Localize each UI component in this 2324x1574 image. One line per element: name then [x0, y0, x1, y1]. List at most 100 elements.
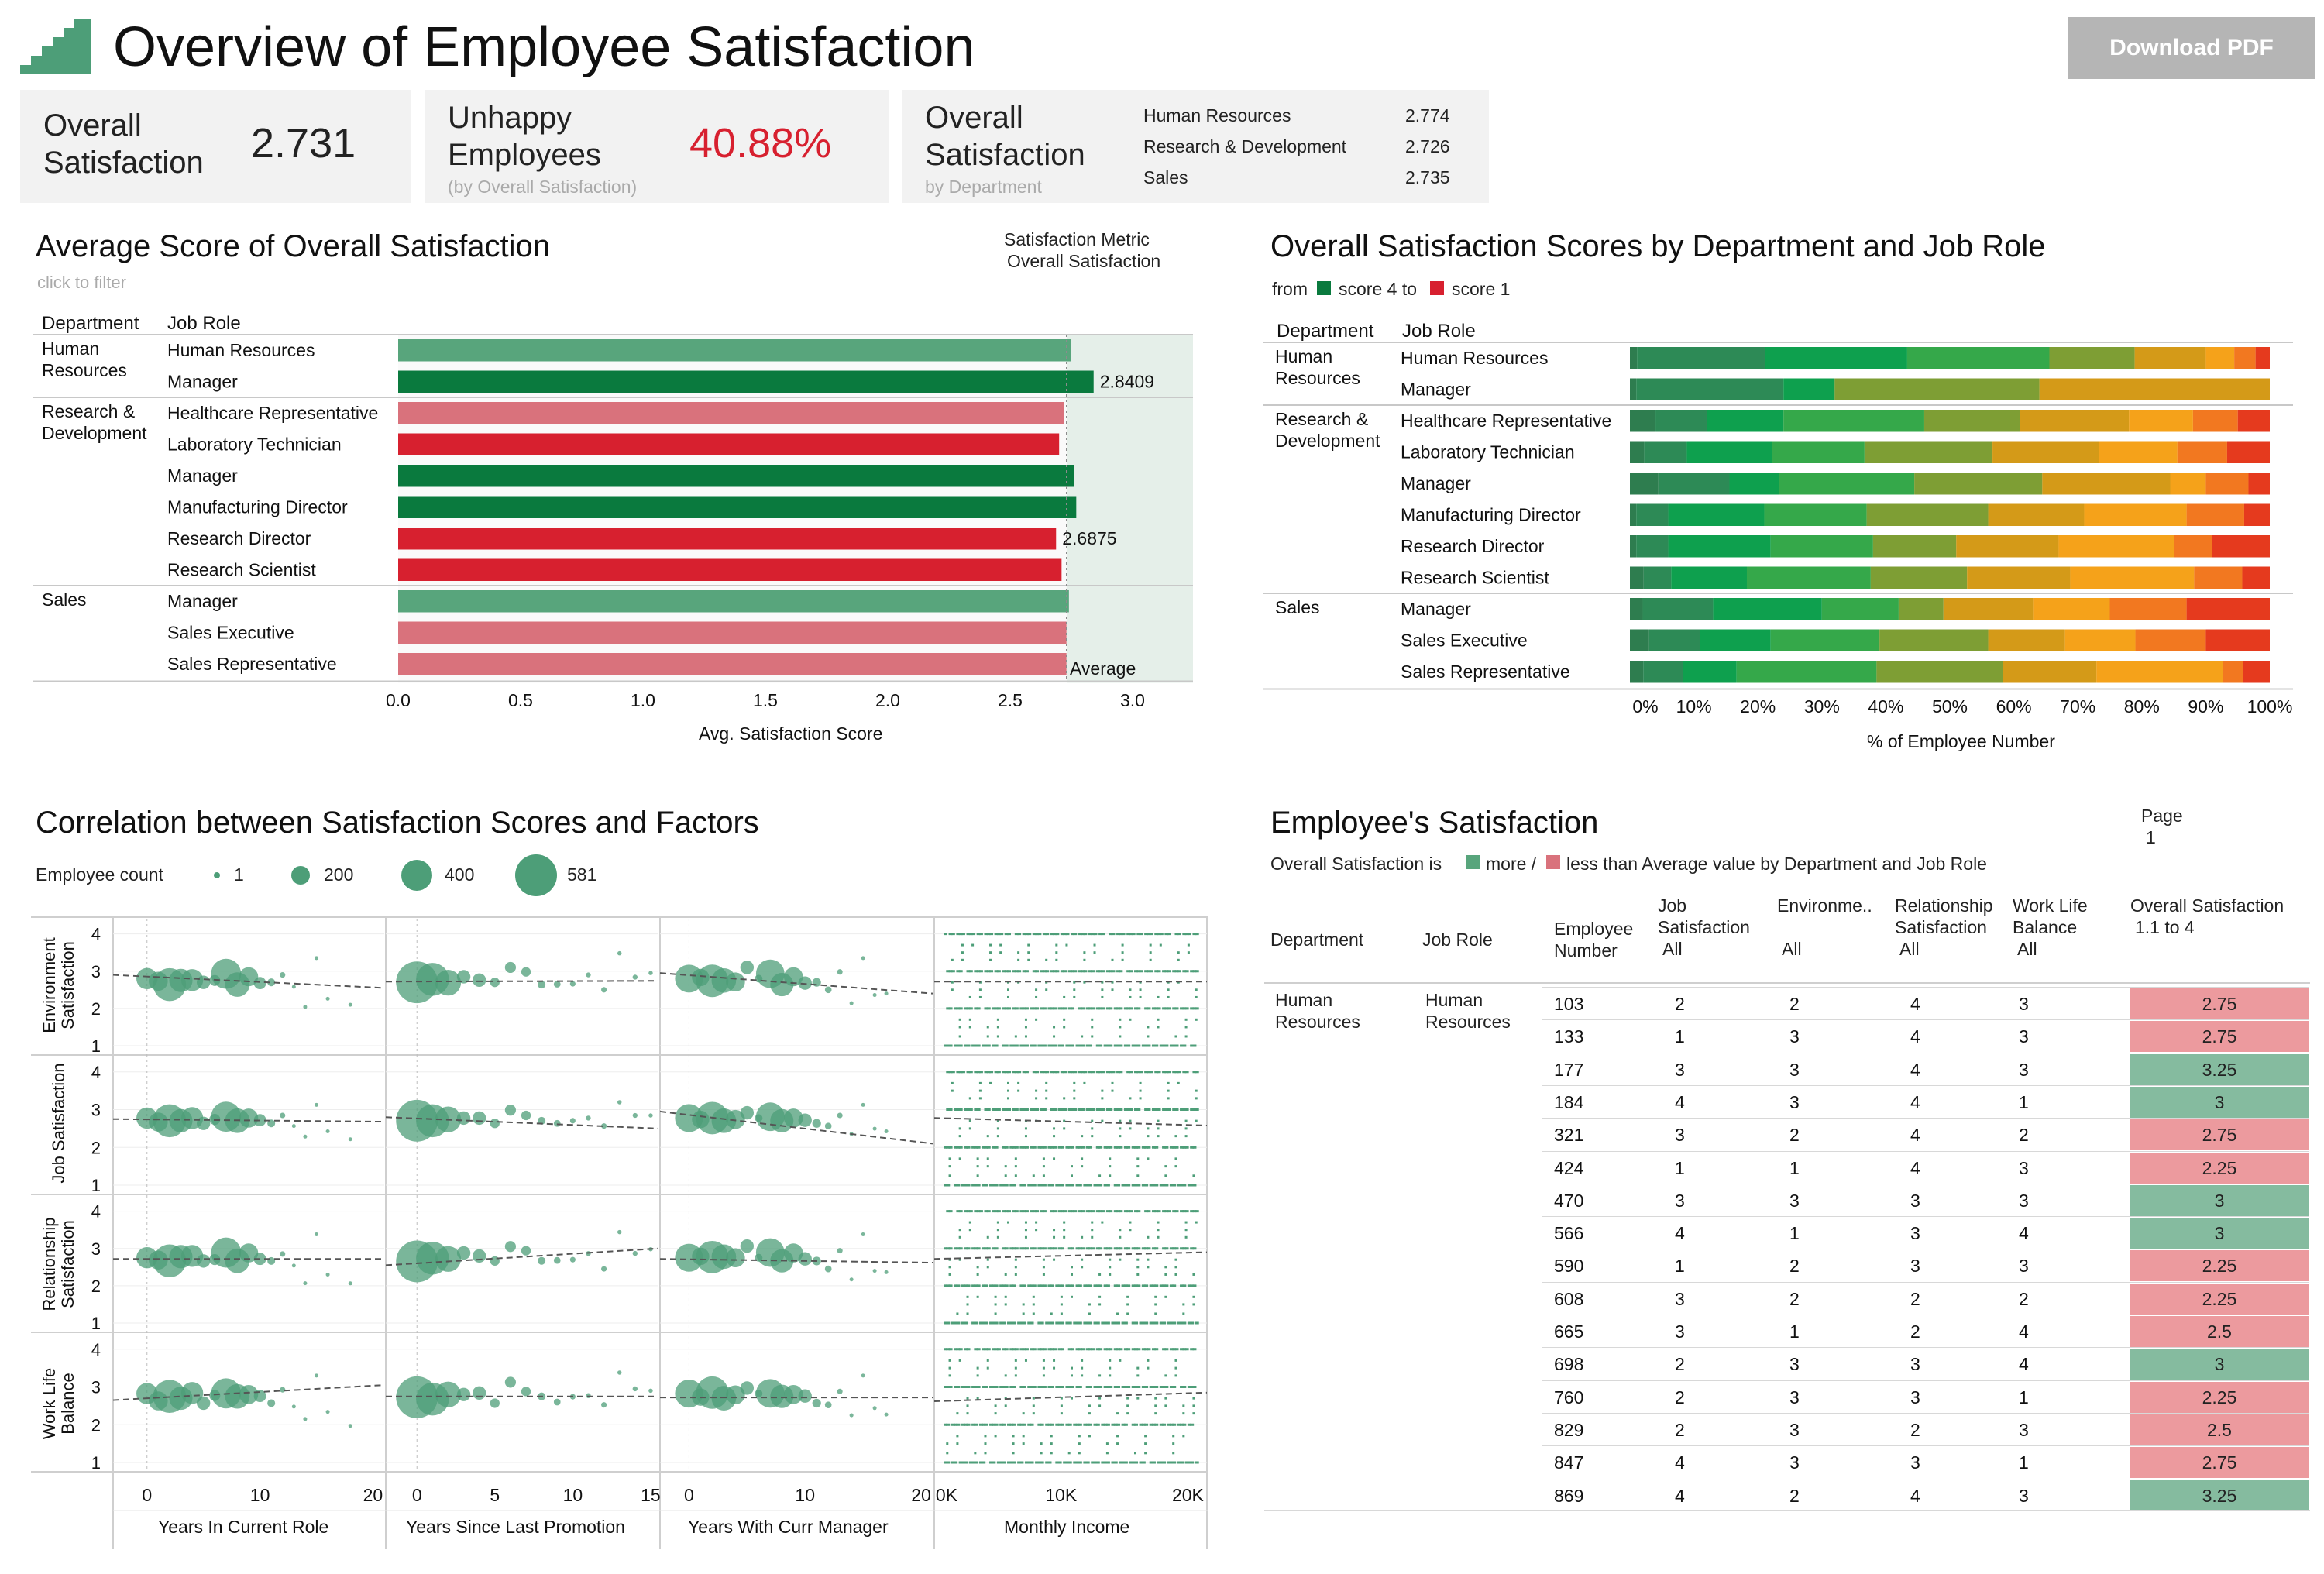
income-point	[1091, 933, 1095, 936]
table-row[interactable]: 665 3 1 2 4 2.5	[1542, 1315, 2309, 1347]
income-point	[1024, 1461, 1029, 1464]
table-col-job-sat[interactable]: Job	[1658, 895, 1687, 916]
income-point	[1098, 1303, 1102, 1306]
income-point	[1095, 1284, 1100, 1287]
table-col-wlb[interactable]: Work Life	[2013, 895, 2088, 916]
income-point	[1157, 1119, 1160, 1122]
income-point	[1050, 1284, 1054, 1287]
table-row[interactable]: 133 1 3 4 3 2.75	[1542, 1019, 2309, 1053]
table-row[interactable]: 869 4 2 4 3 3.25	[1542, 1478, 2309, 1511]
income-point	[986, 1135, 989, 1138]
income-point	[978, 1089, 982, 1092]
income-point	[1060, 1007, 1064, 1010]
table-row[interactable]: 321 3 2 4 2 2.75	[1542, 1118, 2309, 1151]
table-row[interactable]: 698 2 3 3 4 3	[1542, 1347, 2309, 1380]
income-point	[1126, 970, 1131, 973]
table-row[interactable]: 847 4 3 3 1 2.75	[1542, 1445, 2309, 1479]
scatter-bubble	[648, 1113, 653, 1118]
income-point	[944, 1146, 947, 1149]
income-point	[1078, 1247, 1082, 1250]
income-point	[1030, 1108, 1034, 1111]
income-point	[1004, 1386, 1009, 1388]
table-row[interactable]: 829 2 3 2 3 2.5	[1542, 1412, 2309, 1445]
income-point	[974, 1452, 977, 1455]
table-col-rel-sat[interactable]: Relationship	[1895, 895, 1993, 916]
income-point	[1067, 1210, 1072, 1213]
income-point	[1078, 1452, 1081, 1455]
income-point	[1014, 1366, 1017, 1370]
dept-label: Sales	[42, 589, 87, 610]
table-col-overall[interactable]: Overall Satisfaction	[2130, 895, 2284, 916]
scatter-bubble	[812, 1398, 821, 1408]
income-point	[961, 1284, 965, 1287]
income-point	[958, 1018, 961, 1021]
income-point	[1071, 1348, 1074, 1351]
scatter-bubble	[348, 1137, 352, 1142]
table-col-employee[interactable]: Employee	[1554, 919, 1634, 939]
income-point	[1192, 1044, 1197, 1047]
table-row[interactable]: 608 3 2 2 2 2.25	[1542, 1281, 2309, 1315]
scatter-col-label: Monthly Income	[1004, 1517, 1130, 1537]
income-point	[1035, 988, 1038, 991]
income-point	[1180, 1184, 1184, 1187]
income-point	[1040, 1386, 1044, 1388]
income-point	[1022, 1321, 1026, 1325]
satisfaction-bar	[398, 433, 1060, 455]
income-point	[1164, 1374, 1167, 1377]
x-tick-label: 10%	[1676, 696, 1712, 717]
income-point	[989, 1461, 994, 1464]
download-pdf-button[interactable]: Download PDF	[2068, 17, 2315, 79]
dept-label: Resources	[42, 360, 127, 380]
income-point	[1081, 1359, 1084, 1362]
table-row[interactable]: 103 2 2 4 3 2.75	[1542, 987, 2309, 1019]
income-point	[1149, 1461, 1153, 1464]
income-point	[956, 1184, 961, 1187]
scatter-bubble	[280, 1251, 286, 1257]
table-row[interactable]: 566 4 1 3 4 3	[1542, 1216, 2309, 1249]
table-col-job-role[interactable]: Job Role	[1422, 930, 1493, 950]
job-role-label: Manufacturing Director	[1401, 505, 1581, 525]
table-col-overall-range[interactable]: 1.1 to 4	[2135, 917, 2195, 937]
income-point	[1073, 1210, 1078, 1213]
income-point	[1147, 1007, 1151, 1010]
metric-selector[interactable]: Overall Satisfaction	[1007, 251, 1161, 271]
income-point	[1032, 1348, 1037, 1351]
table-row[interactable]: 470 3 3 3 3 3	[1542, 1183, 2309, 1216]
income-point	[946, 1442, 949, 1445]
income-point	[1045, 1089, 1048, 1092]
table-col-env-filter[interactable]: All	[1782, 939, 1802, 959]
income-point	[1147, 1258, 1150, 1261]
income-point	[951, 1071, 955, 1074]
overall-satisfaction-cell: 2.75	[2130, 988, 2309, 1019]
table-col-env-sat[interactable]: Environme..	[1777, 895, 1872, 916]
income-point	[966, 1284, 971, 1287]
table-row[interactable]: 184 4 3 4 1 3	[1542, 1084, 2309, 1118]
table-col-rel-filter[interactable]: All	[1899, 939, 1920, 959]
income-point	[1121, 1423, 1126, 1426]
table-row[interactable]: 590 1 2 3 3 2.25	[1542, 1249, 2309, 1282]
income-point	[1067, 1284, 1072, 1287]
income-point	[961, 933, 965, 936]
income-point	[1134, 970, 1138, 973]
income-point	[1141, 1423, 1146, 1426]
income-point	[1032, 1247, 1037, 1250]
income-point	[996, 1135, 999, 1138]
income-point	[1139, 988, 1142, 991]
scatter-bubble	[837, 1388, 843, 1394]
income-point	[1040, 1442, 1043, 1445]
income-point	[1180, 1210, 1184, 1213]
overall-satisfaction-cell: 2.75	[2130, 1119, 2309, 1151]
table-row[interactable]: 424 1 1 4 3 2.25	[1542, 1150, 2309, 1184]
income-point	[1088, 970, 1092, 973]
table-row[interactable]: 760 2 3 3 1 2.25	[1542, 1380, 2309, 1413]
scatter-bubble	[632, 1250, 638, 1256]
table-col-department[interactable]: Department	[1270, 930, 1364, 950]
page-selector[interactable]: 1	[2146, 827, 2156, 847]
income-point	[1105, 1321, 1110, 1325]
income-point	[1134, 1108, 1138, 1111]
table-row[interactable]: 177 3 3 4 3 3.25	[1542, 1052, 2309, 1085]
table-col-job-sat-filter[interactable]: All	[1662, 939, 1683, 959]
table-col-wlb-filter[interactable]: All	[2017, 939, 2037, 959]
income-point	[1085, 1108, 1090, 1111]
income-point	[994, 1295, 997, 1298]
